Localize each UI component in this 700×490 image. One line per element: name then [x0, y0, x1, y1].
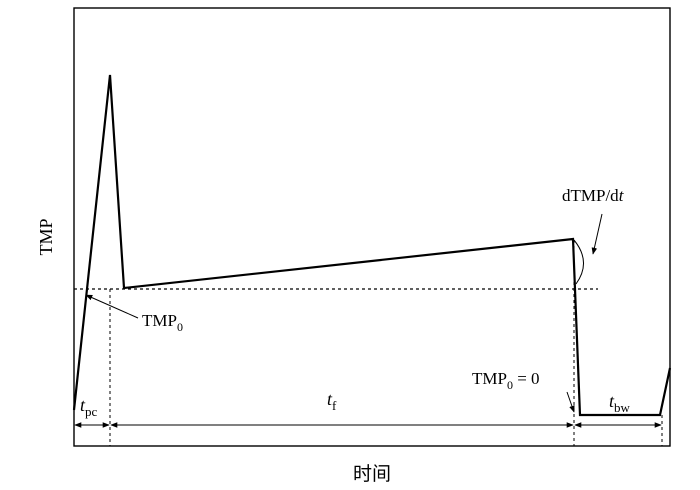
slope-arc — [573, 239, 584, 285]
x-axis-label: 时间 — [353, 463, 391, 485]
tmp0-zero-pointer-arrow — [566, 391, 575, 413]
slope-label: dTMP/dt — [562, 186, 625, 205]
tmp0-pointer-arrow — [85, 294, 139, 319]
plot-frame — [73, 7, 671, 447]
tmp0-label: TMP0 — [142, 311, 183, 334]
tmp-profile-curve — [72, 74, 672, 417]
y-axis-label: TMP — [36, 218, 56, 255]
tmp0-zero-label: TMP0 = 0 — [472, 369, 540, 392]
pc-interval-label: tpc — [80, 395, 98, 419]
f-interval-label: tf — [327, 389, 337, 413]
slope-pointer-arrow — [591, 213, 603, 255]
bw-interval-label: tbw — [609, 391, 631, 415]
